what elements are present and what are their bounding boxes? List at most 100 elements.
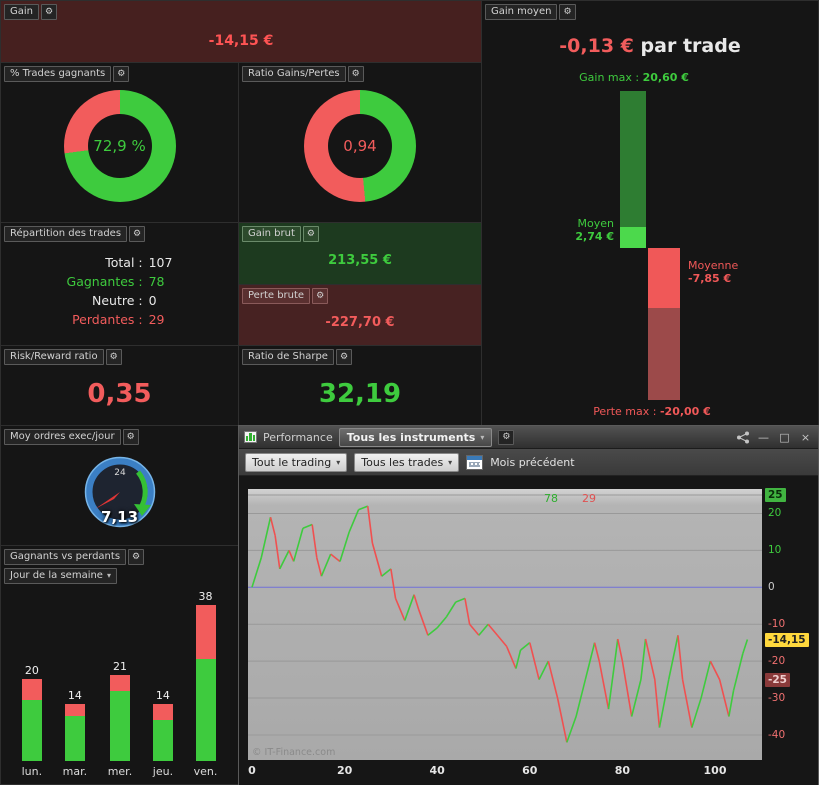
day-total: 38 — [198, 590, 213, 604]
performance-tab-label[interactable]: Performance — [263, 430, 333, 444]
equity-curve — [248, 494, 762, 743]
maximize-icon[interactable]: □ — [779, 430, 790, 444]
chevron-down-icon: ▾ — [106, 571, 111, 580]
ratio-donut: 0,94 — [304, 90, 416, 202]
y-axis-label: 0 — [768, 581, 775, 594]
minimize-icon[interactable]: — — [758, 430, 769, 444]
perte-max-label: Perte max : -20,00 € — [593, 405, 711, 418]
panel-perte-brute: Perte brute ⚙ -227,70 € — [238, 284, 482, 346]
panel-sharpe: Ratio de Sharpe ⚙ 32,19 — [238, 345, 482, 426]
wrench-icon[interactable]: ⚙ — [302, 226, 319, 242]
day-label: mer. — [107, 765, 133, 778]
gain-brut-value: 213,55 € — [328, 253, 392, 268]
wrench-icon[interactable]: ⚙ — [41, 4, 58, 20]
day-bar-jeu.: 14 jeu. — [153, 689, 173, 778]
ratio-donut-hole: 0,94 — [328, 114, 392, 178]
axis-level-badge: 25 — [765, 488, 786, 502]
panel-repartition-label[interactable]: Répartition des trades — [4, 226, 128, 242]
equity-curve-plot: 78 29 © IT-Finance.com — [248, 489, 762, 760]
y-axis-label: -40 — [768, 728, 786, 741]
panel-risk-reward-label[interactable]: Risk/Reward ratio — [4, 349, 104, 365]
wrench-icon[interactable]: ⚙ — [105, 349, 122, 365]
gain-average-bar — [620, 227, 646, 248]
repartition-row-value: 29 — [148, 312, 165, 327]
panel-gagnants-perdants-label[interactable]: Gagnants vs perdants — [4, 549, 127, 565]
panel-gain-label[interactable]: Gain — [4, 4, 39, 20]
panel-gain-brut-label[interactable]: Gain brut — [242, 226, 301, 242]
day-total: 14 — [155, 688, 170, 702]
y-axis-label: -10 — [768, 618, 786, 631]
wrench-icon[interactable]: ⚙ — [347, 66, 364, 82]
panel-gagnants-perdants: Gagnants vs perdants ⚙ Jour de la semain… — [0, 545, 239, 785]
gain-moyen-value: -0,13 € — [559, 35, 634, 57]
day-total: 20 — [24, 664, 39, 677]
day-total: 21 — [112, 659, 127, 673]
panel-gain-moyen-label[interactable]: Gain moyen — [485, 4, 558, 20]
panel-perte-brute-label[interactable]: Perte brute — [242, 288, 311, 304]
panel-ratio-label[interactable]: Ratio Gains/Pertes — [242, 66, 346, 82]
gain-value: -14,15 € — [208, 32, 274, 49]
panel-gain-moyen: Gain moyen ⚙ -0,13 € par trade Gain max … — [481, 0, 819, 426]
wrench-icon[interactable]: ⚙ — [113, 66, 130, 82]
clock-gauge-icon: 24 — [74, 452, 166, 542]
gauge-hours-label: 24 — [114, 468, 126, 478]
performance-chart-region: 78 29 © IT-Finance.com 20 10 0 -10 -20 -30 -40… — [239, 476, 818, 785]
watermark: © IT-Finance.com — [252, 747, 336, 758]
loss-average-bar — [648, 248, 680, 308]
loss-range-bar — [648, 307, 680, 400]
day-bar-mer.: 21 mer. — [108, 660, 133, 778]
x-axis-label: 60 — [522, 764, 538, 777]
y-axis-label: 20 — [768, 507, 782, 520]
panel-pct-trades: % Trades gagnants ⚙ 72,9 % — [0, 62, 239, 223]
day-of-week-bar-chart: 20 lun. 14 mar. 21 mer. 14 jeu. 38 ven. — [1, 586, 238, 778]
performance-titlebar: Performance Tous les instruments ▾ ⚙ — □… — [239, 426, 818, 449]
gain-range-bar — [620, 91, 646, 228]
repartition-row-value: 78 — [148, 274, 165, 289]
wrench-icon[interactable]: ⚙ — [335, 349, 353, 365]
wrench-icon[interactable]: ⚙ — [498, 429, 515, 445]
day-of-week-dropdown[interactable]: Jour de la semaine ▾ — [4, 568, 117, 584]
instruments-dropdown[interactable]: Tous les instruments ▾ — [338, 427, 493, 447]
wrench-icon[interactable]: ⚙ — [312, 288, 329, 304]
day-label: lun. — [21, 765, 43, 778]
share-icon[interactable] — [736, 431, 750, 444]
x-axis-label: 40 — [429, 764, 445, 777]
y-axis-label: 10 — [768, 544, 782, 557]
day-bar-mar.: 14 mar. — [63, 689, 87, 778]
y-axis-label: -20 — [768, 655, 786, 668]
panel-pct-label[interactable]: % Trades gagnants — [4, 66, 112, 82]
x-axis-label: 20 — [336, 764, 353, 777]
trading-filter-dropdown[interactable]: Tout le trading ▾ — [245, 452, 348, 472]
performance-window: Performance Tous les instruments ▾ ⚙ — □… — [238, 425, 819, 785]
day-label: ven. — [193, 765, 218, 778]
calendar-icon[interactable] — [466, 454, 484, 470]
panel-sharpe-label[interactable]: Ratio de Sharpe — [242, 349, 334, 365]
price-axis: 20 10 0 -10 -20 -30 -40 25 -14,15 -25 — [762, 488, 818, 760]
panel-ratio-gains-pertes: Ratio Gains/Pertes ⚙ 0,94 — [238, 62, 482, 223]
y-axis-label: -30 — [768, 692, 786, 705]
wrench-icon[interactable]: ⚙ — [559, 4, 576, 20]
close-icon[interactable]: × — [800, 430, 811, 444]
day-bar-ven.: 38 ven. — [194, 590, 218, 778]
winrate-donut-hole: 72,9 % — [87, 114, 152, 178]
chevron-down-icon: ▾ — [448, 457, 453, 467]
repartition-row-value: 0 — [148, 293, 157, 308]
perte-brute-value: -227,70 € — [325, 314, 395, 330]
wrench-icon[interactable]: ⚙ — [128, 549, 145, 565]
winrate-value: 72,9 % — [93, 137, 146, 155]
panel-moy-ordres-label[interactable]: Moy ordres exec/jour — [4, 429, 121, 445]
panel-gain-brut: Gain brut ⚙ 213,55 € — [238, 222, 482, 285]
trades-filter-dropdown[interactable]: Tous les trades ▾ — [354, 452, 460, 472]
gain-moyen-bar-chart: Gain max : 20,60 € Moyen 2,74 € Moyenne … — [482, 69, 818, 425]
moyen-label: Moyen 2,74 € — [575, 217, 614, 243]
repartition-row-label: Perdantes : — [72, 312, 143, 327]
wrench-icon[interactable]: ⚙ — [122, 429, 139, 445]
trade-axis: 0 20 40 60 80 100 — [248, 760, 762, 782]
repartition-row-label: Gagnantes : — [66, 274, 143, 289]
wrench-icon[interactable]: ⚙ — [129, 226, 146, 242]
day-bar-lun.: 20 lun. — [22, 664, 43, 778]
panel-risk-reward: Risk/Reward ratio ⚙ 0,35 — [0, 345, 239, 426]
axis-level-badge: -14,15 — [765, 632, 809, 647]
gain-moyen-suffix: par trade — [640, 35, 741, 57]
